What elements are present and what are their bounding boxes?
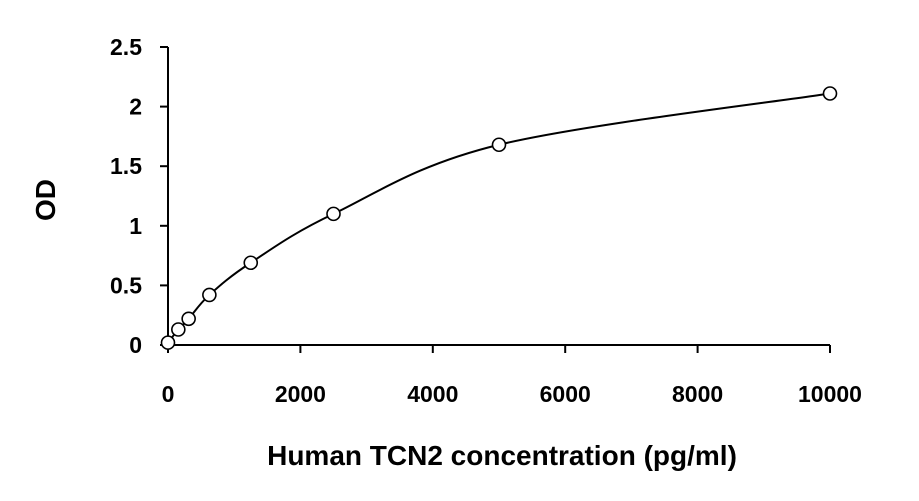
- x-ticks: 0 2000 4000 6000 8000 10000: [162, 345, 862, 407]
- fit-curve: [167, 92, 831, 344]
- data-point: [202, 287, 217, 303]
- y-tick-label: 2.5: [110, 34, 142, 60]
- data-point: [822, 86, 838, 101]
- plot-area: 0 0.5 1 1.5 2 2.5 0 2000 4000 6000 8000 10000: [110, 34, 862, 407]
- data-point: [491, 137, 507, 153]
- y-axis-title: OD: [30, 179, 61, 221]
- x-tick-label: 6000: [540, 381, 591, 407]
- y-tick-label: 0.5: [110, 272, 142, 298]
- x-tick-label: 10000: [798, 381, 862, 407]
- y-tick-label: 1: [129, 213, 142, 239]
- data-point: [181, 311, 196, 327]
- data-point: [326, 206, 341, 222]
- x-axis-title: Human TCN2 concentration (pg/ml): [267, 440, 737, 471]
- x-tick-label: 4000: [407, 381, 458, 407]
- x-tick-label: 0: [162, 381, 175, 407]
- y-tick-label: 1.5: [110, 153, 142, 179]
- data-point: [171, 322, 186, 337]
- x-tick-label: 2000: [275, 381, 326, 407]
- y-tick-label: 0: [129, 332, 142, 358]
- data-point: [160, 335, 176, 350]
- y-tick-label: 2: [129, 94, 142, 120]
- x-tick-label: 8000: [672, 381, 723, 407]
- y-ticks: 0 0.5 1 1.5 2 2.5: [110, 34, 168, 358]
- data-point: [243, 255, 259, 271]
- data-points: [160, 86, 838, 350]
